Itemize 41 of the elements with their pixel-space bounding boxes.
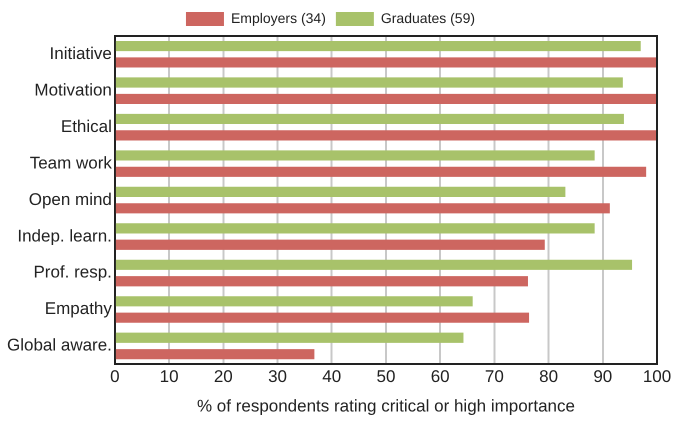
bar (116, 150, 595, 161)
bar (116, 114, 624, 124)
y-tick-label: Prof. resp. (33, 262, 112, 282)
x-tick-label: 10 (160, 367, 179, 386)
bar (116, 349, 314, 360)
legend-label: Graduates (59) (380, 10, 476, 26)
y-tick-label: Initiative (50, 44, 112, 63)
y-tick-label: Empathy (44, 299, 112, 318)
x-tick-label: 20 (214, 367, 233, 386)
bar (116, 332, 464, 343)
bar (116, 130, 657, 140)
y-tick-label: Open mind (28, 190, 112, 209)
x-tick-label: 90 (593, 367, 612, 386)
bar (116, 223, 595, 234)
bar (116, 40, 641, 52)
bar (116, 57, 657, 68)
legend-label: Employers (34) (230, 10, 326, 26)
y-tick-label: Ethical (60, 116, 112, 136)
x-tick-label: 40 (322, 367, 342, 386)
bar (116, 166, 646, 177)
bar (116, 240, 545, 250)
x-tick-label: 0 (110, 367, 120, 386)
x-tick-label: 30 (268, 367, 287, 386)
x-tick-label: 50 (376, 367, 396, 386)
bar (116, 77, 623, 88)
x-tick-label: 80 (539, 367, 558, 386)
bar (116, 296, 473, 306)
x-tick-label: 60 (430, 367, 450, 386)
bar (116, 203, 610, 214)
bar (116, 276, 528, 286)
bar (116, 94, 657, 104)
y-tick-label: Indep. learn. (17, 226, 112, 246)
x-tick-label: 70 (484, 367, 504, 386)
x-tick-label: 100 (642, 367, 672, 386)
bar (116, 312, 530, 323)
bar (116, 260, 632, 270)
x-axis-title: % of respondents rating critical or high importance (196, 396, 575, 416)
y-tick-label: Global aware. (7, 336, 112, 355)
y-tick-label: Team work (30, 153, 112, 172)
y-tick-label: Motivation (34, 80, 112, 100)
bar (116, 186, 566, 197)
